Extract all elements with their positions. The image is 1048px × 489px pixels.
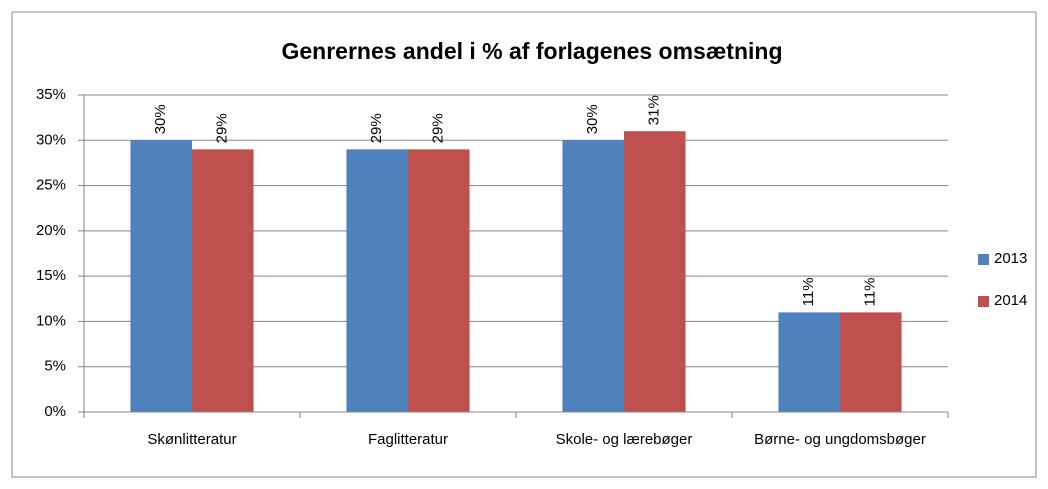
bar (130, 140, 192, 413)
legend-label: 2014 (994, 292, 1027, 309)
y-tick-label: 35% (36, 86, 66, 103)
bar (624, 131, 686, 412)
y-tick-label: 0% (44, 403, 66, 420)
bar (346, 149, 408, 413)
data-label: 29% (368, 113, 385, 143)
y-tick-label: 25% (36, 177, 66, 194)
x-tick-label: Faglitteratur (368, 431, 448, 448)
data-label: 11% (862, 277, 879, 306)
y-tick-label: 20% (36, 222, 66, 239)
legend-swatch (978, 254, 989, 265)
data-label: 29% (214, 113, 231, 143)
legend-swatch (978, 296, 989, 307)
bar (408, 149, 470, 413)
x-tick-label: Skole- og lærebøger (556, 431, 693, 448)
y-tick-label: 15% (36, 267, 66, 284)
data-label: 11% (800, 277, 817, 306)
y-tick-label: 30% (36, 131, 66, 148)
y-tick-label: 5% (44, 358, 66, 375)
bar (840, 312, 902, 412)
data-label: 30% (584, 104, 601, 134)
chart-title: Genrernes andel i % af forlagenes omsætn… (281, 38, 782, 64)
legend-label: 2013 (994, 250, 1027, 267)
bar (192, 149, 254, 413)
bar (778, 312, 840, 412)
x-tick-label: Skønlitteratur (147, 431, 236, 448)
bar (562, 140, 624, 413)
y-tick-label: 10% (36, 312, 66, 329)
data-label: 29% (430, 113, 447, 143)
x-tick-label: Børne- og ungdomsbøger (754, 431, 926, 448)
data-label: 30% (152, 104, 169, 134)
data-label: 31% (646, 95, 663, 125)
